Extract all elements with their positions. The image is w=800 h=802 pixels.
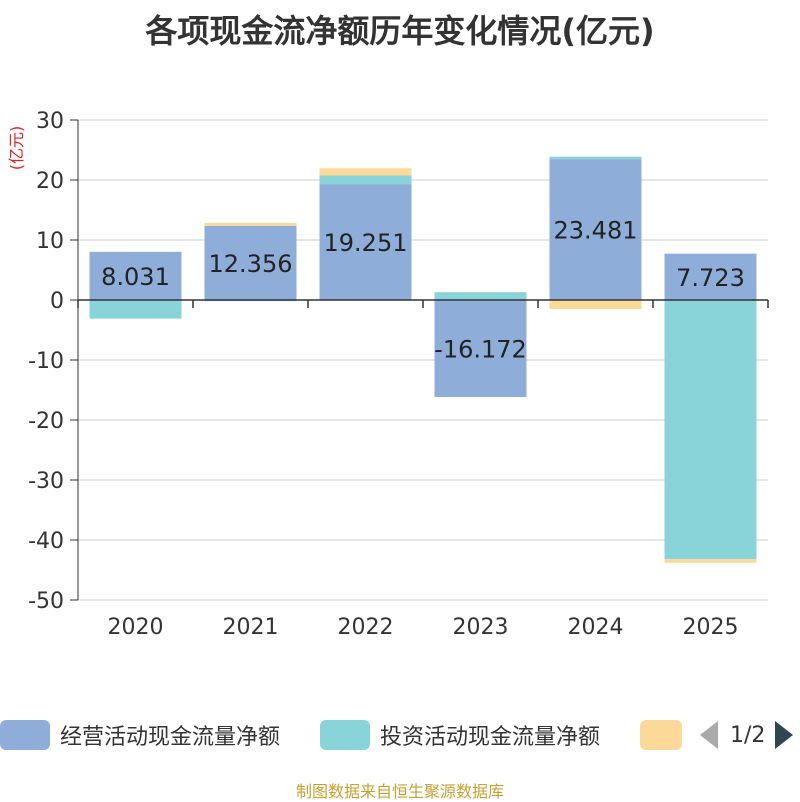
y-tick-label: -40 bbox=[28, 529, 64, 554]
y-tick-label: -10 bbox=[28, 349, 64, 374]
data-label-2022: 19.251 bbox=[324, 229, 408, 257]
data-label-2025: 7.723 bbox=[676, 264, 745, 292]
y-tick-label: 10 bbox=[36, 229, 64, 254]
legend-label-operating: 经营活动现金流量净额 bbox=[60, 725, 281, 750]
y-axis-label: (亿元) bbox=[7, 126, 26, 171]
chart-title: 各项现金流净额历年变化情况(亿元) bbox=[145, 12, 655, 50]
legend-next-icon[interactable] bbox=[775, 721, 794, 749]
bar-operating-2025 bbox=[664, 253, 757, 300]
bar-investing-2022 bbox=[319, 175, 412, 185]
legend-swatch-investing bbox=[320, 720, 370, 750]
y-tick-label: 0 bbox=[50, 289, 64, 314]
bar-investing-2025 bbox=[664, 300, 757, 560]
legend-swatch-financing bbox=[640, 720, 682, 750]
bar-financing-2024 bbox=[549, 300, 642, 309]
y-tick-label: -30 bbox=[28, 469, 64, 494]
legend-pager: 1/2 bbox=[700, 718, 794, 752]
data-labels: 8.031 12.356 19.251 -16.172 23.481 7.723 bbox=[101, 217, 745, 364]
y-tick-label: -20 bbox=[28, 409, 64, 434]
legend-item-investing[interactable]: 投资活动现金流量净额 bbox=[320, 719, 600, 751]
bar-operating-2023 bbox=[434, 300, 527, 398]
x-tick-label: 2023 bbox=[453, 615, 509, 640]
data-label-2023: -16.172 bbox=[434, 336, 527, 364]
legend-item-operating[interactable]: 经营活动现金流量净额 bbox=[0, 719, 280, 751]
bar-operating-2024 bbox=[549, 159, 642, 300]
bar-financing-2021 bbox=[204, 222, 297, 226]
legend-page-indicator: 1/2 bbox=[730, 722, 766, 748]
bar-operating-2022 bbox=[319, 184, 412, 300]
x-tick-label: 2020 bbox=[108, 615, 164, 640]
y-tick-label: -50 bbox=[28, 589, 64, 614]
bar-investing-2023 bbox=[434, 292, 527, 300]
bar-investing-2024 bbox=[549, 156, 642, 160]
bar-operating-2020 bbox=[89, 251, 182, 300]
bar-operating-2021 bbox=[204, 225, 297, 300]
axes: 30 20 10 0 -10 -20 -30 -40 -50 (亿元) 2020 2021 2022 20… bbox=[7, 109, 769, 640]
bar-investing-2020 bbox=[89, 300, 182, 319]
bar-financing-2022 bbox=[319, 168, 412, 176]
legend-label-investing: 投资活动现金流量净额 bbox=[380, 725, 601, 750]
y-tick-label: 20 bbox=[36, 169, 64, 194]
bars bbox=[89, 156, 757, 563]
x-tick-label: 2021 bbox=[223, 615, 279, 640]
data-label-2020: 8.031 bbox=[101, 263, 170, 291]
x-tick-label: 2024 bbox=[568, 615, 624, 640]
source-note: 制图数据来自恒生聚源数据库 bbox=[295, 782, 504, 801]
data-label-2024: 23.481 bbox=[554, 217, 638, 245]
legend-swatch-operating bbox=[0, 720, 50, 750]
x-tick-label: 2025 bbox=[683, 615, 739, 640]
bar-financing-2025 bbox=[664, 559, 757, 563]
x-tick-label: 2022 bbox=[338, 615, 394, 640]
y-tick-label: 30 bbox=[36, 109, 64, 134]
legend-prev-icon[interactable] bbox=[700, 721, 718, 749]
legend-item-financing[interactable] bbox=[640, 720, 682, 750]
data-label-2021: 12.356 bbox=[209, 250, 293, 278]
